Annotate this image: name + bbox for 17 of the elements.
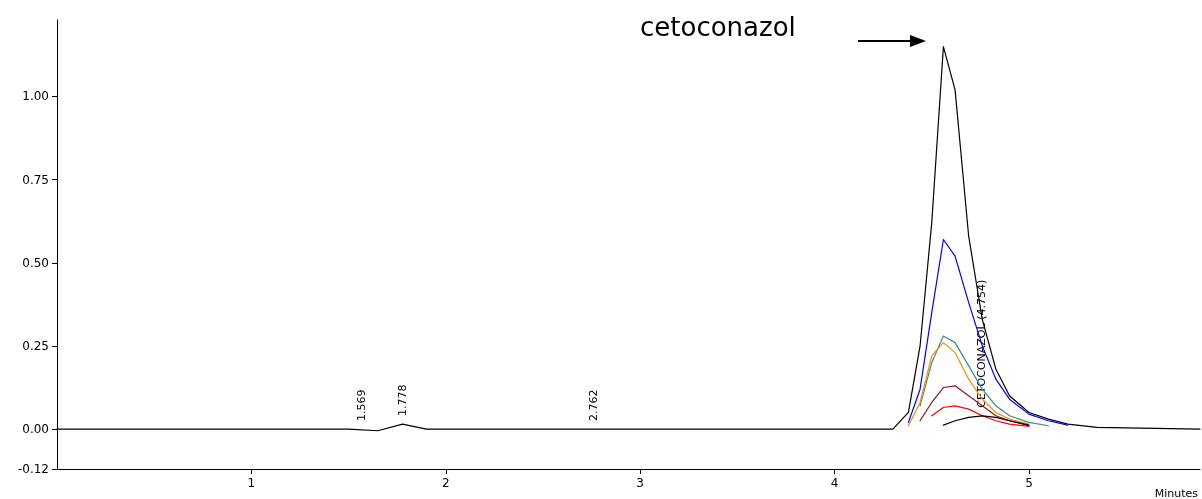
annotation: 1.569 [355,389,369,422]
x-axis-title: Minutes [1154,487,1199,499]
y-tick-label: 0.00 [22,422,49,437]
annotation: 2.762 [587,389,601,422]
x-tick-label: 2 [441,476,450,490]
x-tick-label: 5 [1025,476,1033,490]
y-tick-label: 0.25 [22,338,49,353]
x-tick-label: 3 [636,476,644,490]
y-tick-label: 1.00 [22,89,49,104]
annotation: CETOCONAZOL (4.754) [974,279,988,408]
x-tick-label: 1 [247,476,256,490]
y-tick-label: -0.12 [17,462,49,476]
y-tick-label: 0.75 [22,172,49,187]
annotation: cetoconazol [640,12,796,42]
y-tick-label: 0.50 [22,255,49,270]
x-tick-label: 4 [830,476,839,490]
annotation: 1.778 [396,384,410,417]
